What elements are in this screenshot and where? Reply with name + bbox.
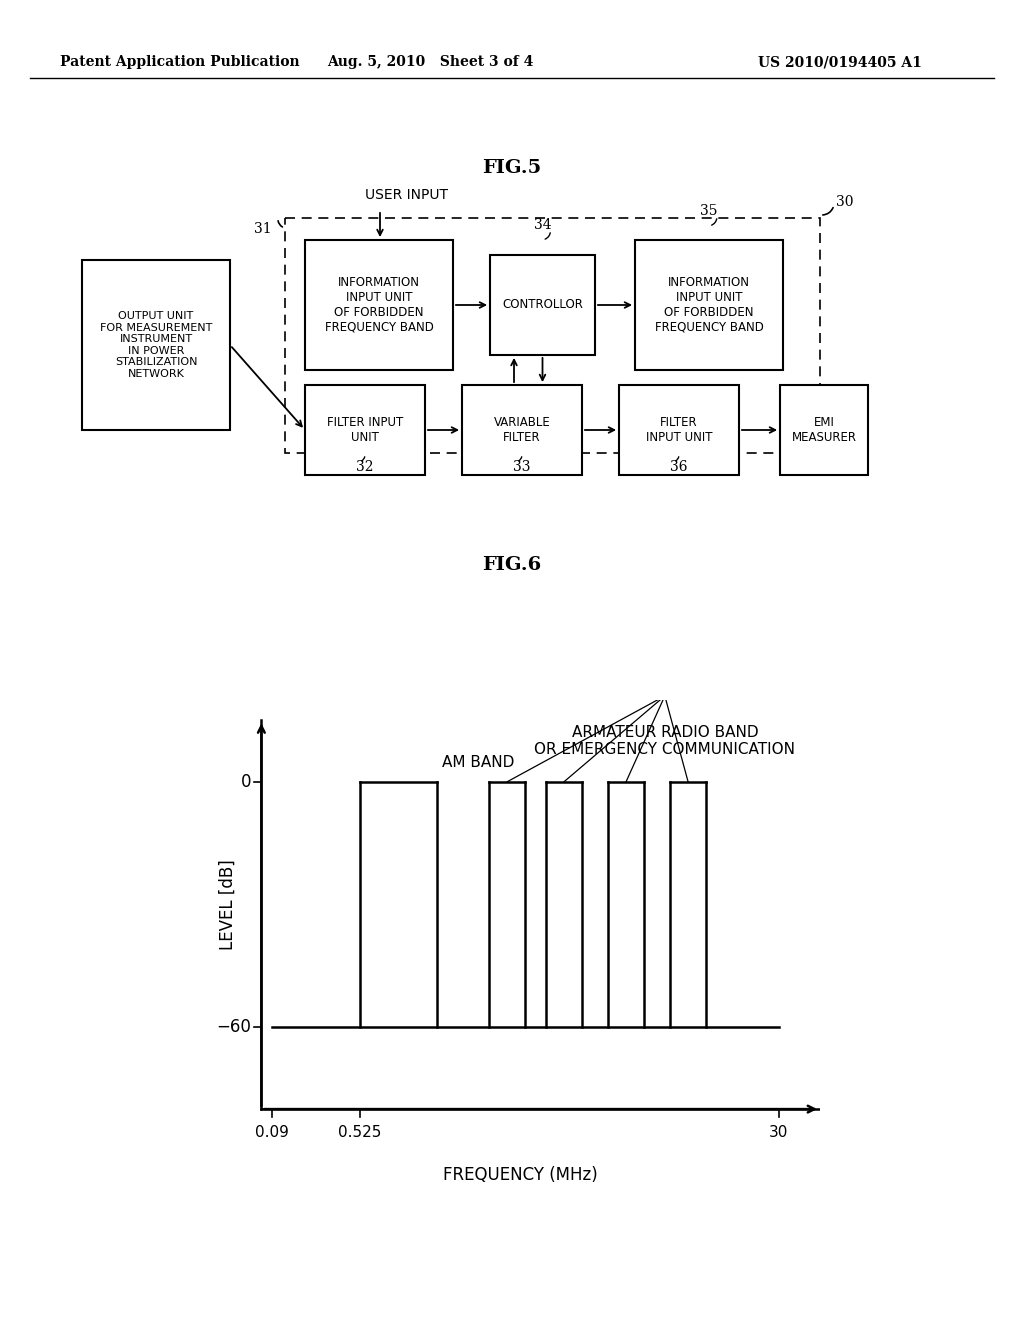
Text: 0.09: 0.09 xyxy=(255,1126,289,1140)
Bar xyxy=(82,260,230,430)
Text: VARIABLE
FILTER: VARIABLE FILTER xyxy=(494,416,550,444)
Text: OUTPUT UNIT
FOR MEASUREMENT
INSTRUMENT
IN POWER
STABILIZATION
NETWORK: OUTPUT UNIT FOR MEASUREMENT INSTRUMENT I… xyxy=(99,312,212,379)
Bar xyxy=(305,385,425,475)
Text: FILTER
INPUT UNIT: FILTER INPUT UNIT xyxy=(646,416,713,444)
Bar xyxy=(305,240,453,370)
Text: 30: 30 xyxy=(769,1126,788,1140)
Text: AM BAND: AM BAND xyxy=(442,755,515,770)
Text: 34: 34 xyxy=(534,218,551,232)
Text: Patent Application Publication: Patent Application Publication xyxy=(60,55,300,69)
Text: INFORMATION
INPUT UNIT
OF FORBIDDEN
FREQUENCY BAND: INFORMATION INPUT UNIT OF FORBIDDEN FREQ… xyxy=(325,276,433,334)
Text: USER INPUT: USER INPUT xyxy=(365,187,449,202)
Text: 30: 30 xyxy=(836,195,853,209)
Text: FIG.5: FIG.5 xyxy=(482,158,542,177)
Text: US 2010/0194405 A1: US 2010/0194405 A1 xyxy=(758,55,922,69)
Text: LEVEL [dB]: LEVEL [dB] xyxy=(219,859,237,950)
Text: 32: 32 xyxy=(356,459,374,474)
Bar xyxy=(780,385,868,475)
Text: 0.525: 0.525 xyxy=(338,1126,381,1140)
Text: FREQUENCY (MHz): FREQUENCY (MHz) xyxy=(442,1167,597,1184)
Text: CONTROLLOR: CONTROLLOR xyxy=(502,298,583,312)
Text: 33: 33 xyxy=(513,459,530,474)
Bar xyxy=(635,240,783,370)
Bar xyxy=(618,385,739,475)
Text: FILTER INPUT
UNIT: FILTER INPUT UNIT xyxy=(327,416,403,444)
Bar xyxy=(285,218,820,453)
Text: 35: 35 xyxy=(700,205,718,218)
Text: −60: −60 xyxy=(216,1018,251,1036)
Text: ARMATEUR RADIO BAND
OR EMERGENCY COMMUNICATION: ARMATEUR RADIO BAND OR EMERGENCY COMMUNI… xyxy=(535,725,796,756)
Bar xyxy=(490,255,595,355)
Text: 0: 0 xyxy=(241,772,251,791)
Bar xyxy=(462,385,582,475)
Text: 31: 31 xyxy=(254,222,272,236)
Text: INFORMATION
INPUT UNIT
OF FORBIDDEN
FREQUENCY BAND: INFORMATION INPUT UNIT OF FORBIDDEN FREQ… xyxy=(654,276,764,334)
Text: Aug. 5, 2010   Sheet 3 of 4: Aug. 5, 2010 Sheet 3 of 4 xyxy=(327,55,534,69)
Text: FIG.6: FIG.6 xyxy=(482,556,542,574)
Text: EMI
MEASURER: EMI MEASURER xyxy=(792,416,856,444)
Text: 36: 36 xyxy=(671,459,688,474)
